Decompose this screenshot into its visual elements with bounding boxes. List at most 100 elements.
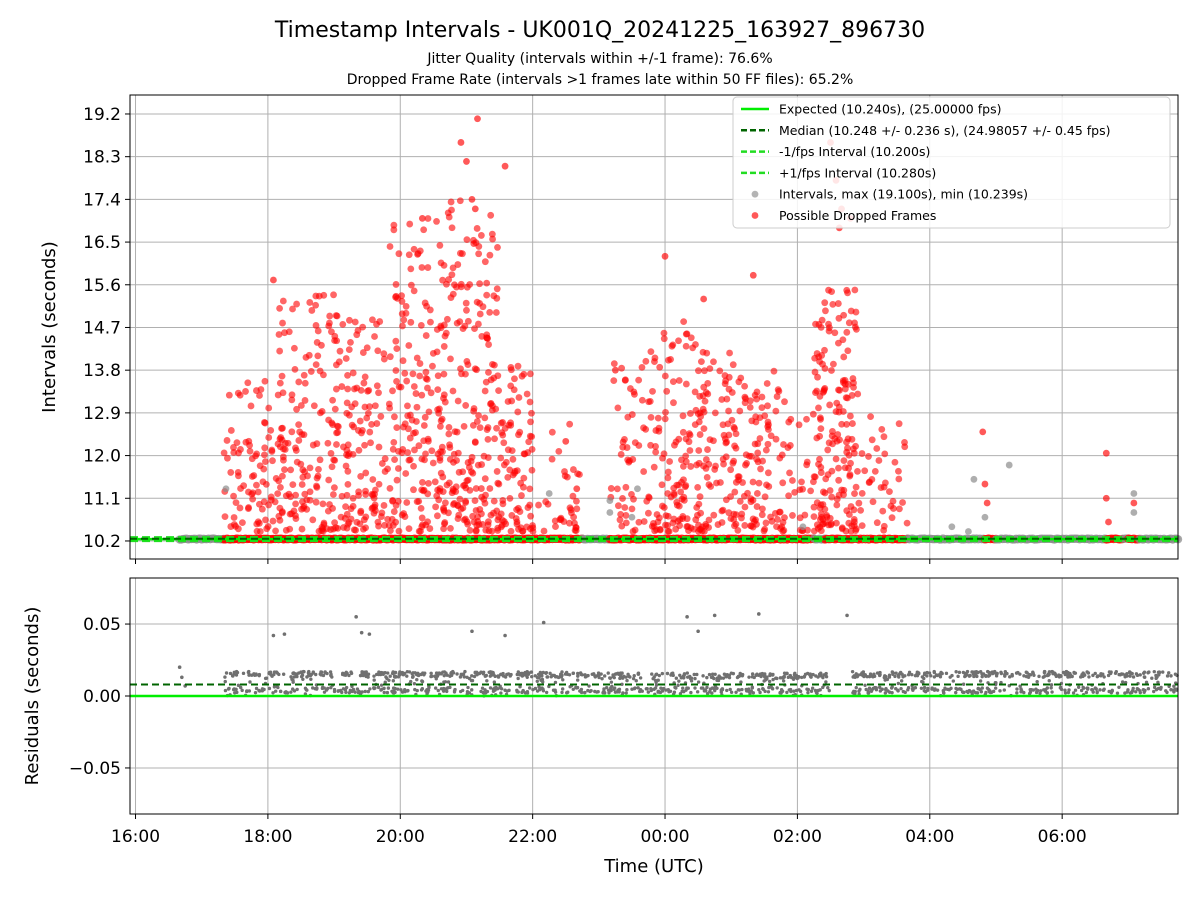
dropped-frame-point [878,425,886,433]
residual-point [710,686,715,690]
dropped-frame-point [230,514,238,521]
dropped-frame-point [404,425,412,433]
residual-point [1024,670,1028,674]
dropped-frame-point [903,519,911,527]
residual-point [628,675,632,679]
residual-point [957,670,962,675]
residual-point [1063,688,1067,692]
dropped-frame-point [710,358,717,366]
residual-point [267,686,272,691]
dropped-frame-point [716,367,724,375]
dropped-frame-point [276,516,284,524]
residual-point [248,680,252,684]
dropped-frame-point [312,498,320,506]
dropped-frame-point [838,525,846,533]
dropped-frame-point [407,265,415,273]
dropped-frame-point [324,439,332,447]
dropped-frame-point [261,451,268,459]
dropped-frame-point [647,413,655,421]
dropped-frame-point [415,497,423,505]
dropped-frame-point [390,221,398,229]
residual-point [1146,671,1150,675]
residual-point [1042,688,1046,692]
dropped-frame-point [475,412,482,419]
intervals-y-tick-label: 17.4 [83,190,121,210]
residual-point [606,688,611,692]
residual-point [336,689,340,693]
residual-point [754,673,758,677]
residual-point [894,687,898,691]
residual-point [358,673,363,678]
dropped-frame-point [333,337,341,345]
dropped-frame-point [277,483,284,491]
dropped-frame-point [246,441,253,449]
residual-point [1087,675,1091,679]
residual-point [670,671,674,676]
dropped-frame-point [470,518,478,526]
dropped-frame-point [981,480,989,488]
dropped-frame-point [529,528,537,535]
dropped-frame-point [850,515,858,523]
residual-point [436,671,441,675]
dropped-frame-point [245,504,252,511]
dropped-frame-point [356,520,364,528]
dropped-frame-point [418,214,426,222]
dropped-frame-point [730,423,738,431]
dropped-frame-point [754,458,762,466]
dropped-frame-point [520,474,528,482]
dropped-frame-point [282,526,290,534]
dropped-frame-point [749,515,757,523]
dropped-frame-point [276,347,284,355]
residual-point [944,671,949,676]
residual-point [292,689,297,693]
dropped-frame-point [817,527,825,535]
dropped-frame-point [265,434,273,441]
residual-point [999,670,1003,674]
residual-point [1024,674,1029,679]
residual-point [442,673,446,678]
residual-point [685,686,689,690]
dropped-frame-point [764,402,771,410]
dropped-frame-point [255,519,263,527]
dropped-frame-point [319,527,327,535]
residual-point [366,689,371,694]
dropped-frame-point [695,459,703,467]
residual-point [274,670,279,674]
residual-point [950,673,954,678]
residual-point [724,675,729,679]
residual-point [442,670,447,674]
residual-point [781,679,786,683]
dropped-frame-point [519,527,527,535]
dropped-frame-point [702,520,710,528]
residual-point [472,674,477,679]
x-tick-label: 02:00 [773,827,822,847]
residual-point [601,691,605,695]
dropped-frame-point [404,449,412,456]
residual-point [903,690,907,695]
dropped-frame-point [563,473,571,481]
residual-point [1106,673,1111,678]
dropped-frame-point [691,388,699,396]
residual-point [883,691,888,695]
dropped-frame-point [843,438,850,446]
residual-point [863,683,867,687]
dropped-frame-point [385,400,393,408]
residual-point [299,670,303,674]
residual-point [1022,674,1026,678]
residual-point [492,680,497,684]
dropped-frame-point [481,414,489,422]
dropped-frame-point [851,286,859,294]
dropped-frame-point [306,496,314,504]
dropped-frame-point [652,448,660,456]
dropped-frame-point [331,456,339,464]
residual-point [978,679,983,683]
residual-point [568,685,572,689]
dropped-frame-point [517,479,525,487]
dropped-frame-point [736,407,744,415]
dropped-frame-point [360,379,368,387]
dropped-frame-point [695,447,703,454]
dropped-frame-point [471,438,479,446]
dropped-frame-point [781,514,788,522]
residual-point [373,686,377,690]
residual-point [971,689,976,693]
